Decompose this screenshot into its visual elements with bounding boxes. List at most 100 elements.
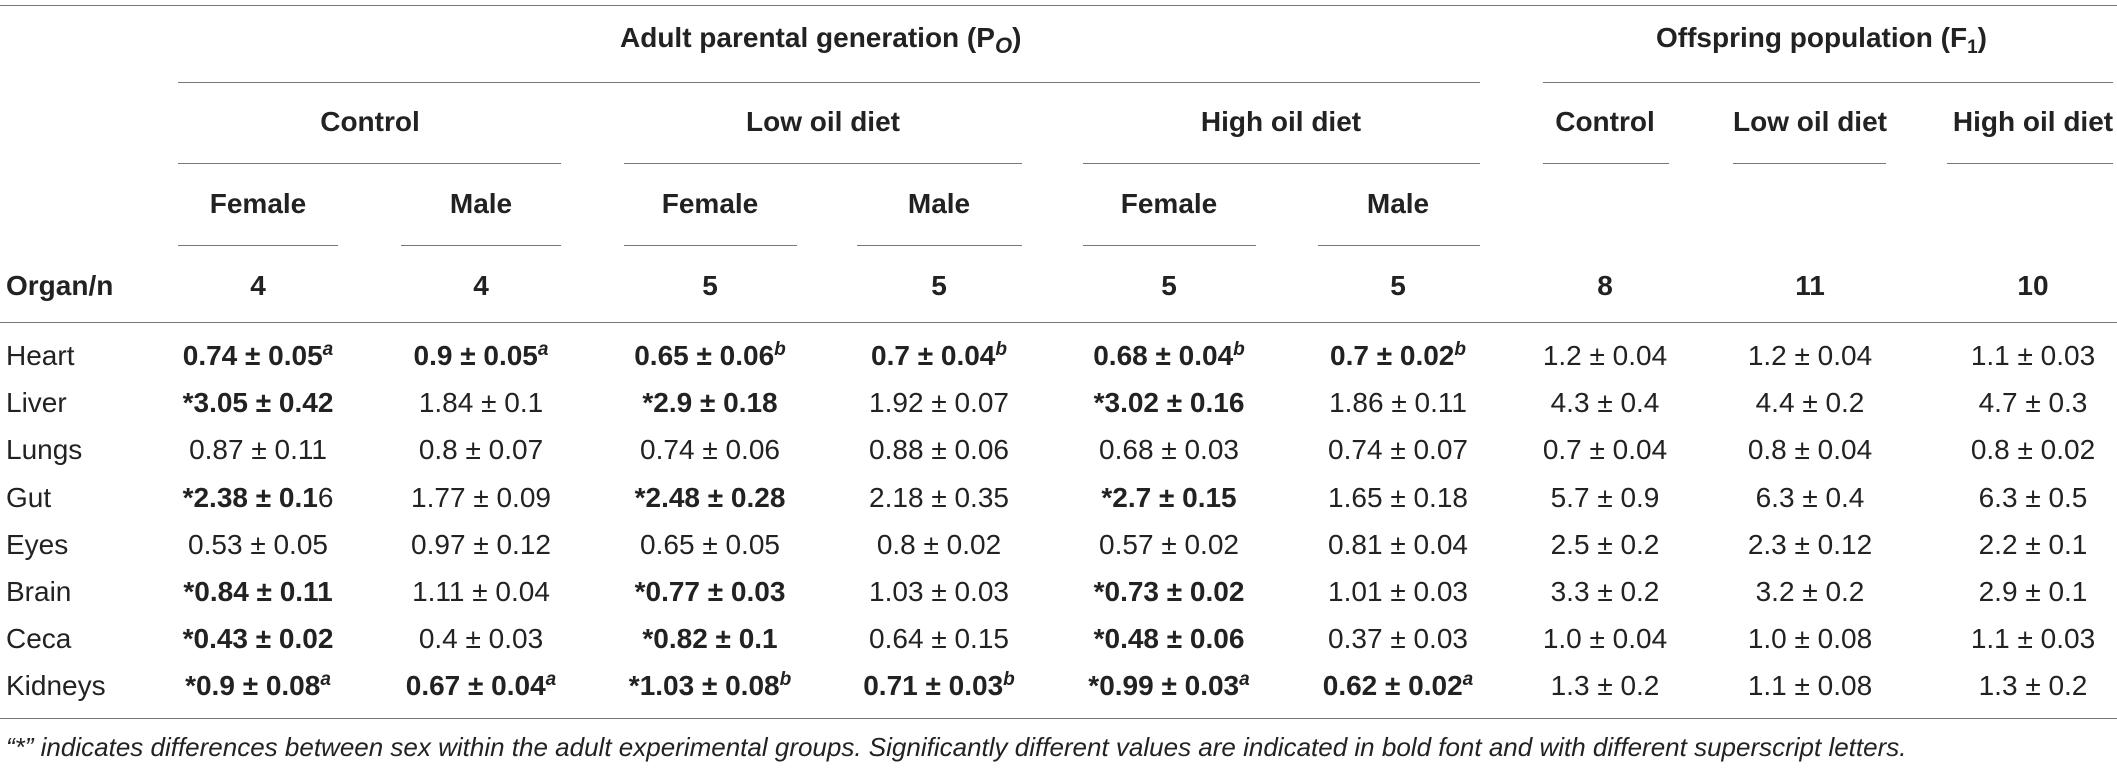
mean-sd: 2.5 ± 0.2 xyxy=(1550,529,1660,560)
cell-value: 0.68 ± 0.04 xyxy=(1093,340,1233,371)
mean-sd: 0.65 ± 0.05 xyxy=(640,529,780,560)
table-cell: 0.74 ± 0.07 xyxy=(1328,434,1468,466)
mean-sd: 0.73 ± 0.02 xyxy=(1104,576,1245,607)
table-cell: 0.81 ± 0.04 xyxy=(1328,529,1468,561)
cell-value: 0.88 ± 0.06 xyxy=(869,434,1009,465)
n-value: 8 xyxy=(1597,270,1613,301)
cell-value: 1.3 ± 0.2 xyxy=(1551,670,1660,701)
table-cell: 1.65 ± 0.18 xyxy=(1328,482,1468,514)
adult-group-prefix: Adult parental generation (P xyxy=(620,22,995,53)
mean-sd: 0.99 ± 0.03 xyxy=(1099,670,1240,701)
sex-header-4: Male xyxy=(907,188,971,219)
table-cell: *2.38 ± 0.16 xyxy=(183,482,334,514)
cell-value: 0.57 ± 0.02 xyxy=(1099,529,1239,560)
sex-header-1: Female xyxy=(209,188,307,219)
mean-sd: 0.43 ± 0.02 xyxy=(193,623,334,654)
table-cell: *0.48 ± 0.06 xyxy=(1094,623,1245,655)
cell-value: 2.5 ± 0.2 xyxy=(1551,529,1660,560)
offspring-group-header: Offspring population (F1) xyxy=(1656,22,1987,58)
offspring-group-sub: 1 xyxy=(1967,37,1978,58)
n-value: 5 xyxy=(931,270,947,301)
sex-header-5: Female xyxy=(1120,188,1218,219)
cell-value: 0.74 ± 0.07 xyxy=(1328,434,1468,465)
off-treatment-high-oil: High oil diet xyxy=(1952,106,2114,137)
cell-value: 2.9 ± 0.1 xyxy=(1979,576,2088,607)
sex-header-6: Male xyxy=(1366,188,1430,219)
cell-value: 0.7 ± 0.04 xyxy=(871,340,995,371)
mean-sd: 0.64 ± 0.15 xyxy=(869,623,1009,654)
table-cell: 0.68 ± 0.04b xyxy=(1093,339,1245,372)
mean-sd: 4.3 ± 0.4 xyxy=(1550,387,1660,418)
n-value: 4 xyxy=(250,270,266,301)
table-cell: 1.03 ± 0.03 xyxy=(869,576,1009,608)
table-cell: 0.8 ± 0.02 xyxy=(877,529,1001,561)
cell-value: 0.65 ± 0.06 xyxy=(634,340,774,371)
table-cell: *0.77 ± 0.03 xyxy=(635,576,786,608)
table-cell: *0.99 ± 0.03a xyxy=(1088,669,1249,702)
sex-rule-3 xyxy=(624,245,797,246)
adult-group-header: Adult parental generation (PO) xyxy=(620,22,1021,58)
mean-sd: 0.81 ± 0.04 xyxy=(1328,529,1468,560)
table-cell: 0.74 ± 0.05a xyxy=(183,339,334,372)
table-cell: *3.05 ± 0.42 xyxy=(183,387,334,419)
sex-rule-6 xyxy=(1318,245,1480,246)
sex-difference-marker: * xyxy=(634,576,646,607)
sex-rule-1 xyxy=(178,245,338,246)
mean-sd: 1.2 ± 0.04 xyxy=(1542,340,1668,371)
mean-sd: 2.7 ± 0.15 xyxy=(1112,482,1237,513)
cell-value: 0.9 ± 0.05 xyxy=(414,340,538,371)
superscript-letter: a xyxy=(322,339,334,360)
mean-sd: 3.3 ± 0.2 xyxy=(1550,576,1660,607)
non-bold-digit: 6 xyxy=(317,482,334,513)
cell-value: *3.05 ± 0.42 xyxy=(183,387,334,418)
table-cell: 1.1 ± 0.03 xyxy=(1971,340,2095,372)
mean-sd: 2.38 ± 0.1 xyxy=(193,482,318,513)
sex-difference-marker: * xyxy=(628,670,640,701)
cell-value: 1.0 ± 0.04 xyxy=(1543,623,1667,654)
table-cell: 6.3 ± 0.5 xyxy=(1979,482,2088,514)
table-cell: 1.0 ± 0.04 xyxy=(1543,623,1667,655)
cell-value: 1.3 ± 0.2 xyxy=(1979,670,2088,701)
cell-value: 1.86 ± 0.11 xyxy=(1329,387,1467,418)
cell-value: *1.03 ± 0.08 xyxy=(629,670,780,701)
sex-difference-marker: * xyxy=(182,482,194,513)
mean-sd: 0.8 ± 0.04 xyxy=(1747,434,1873,465)
row-label: Kidneys xyxy=(6,670,106,701)
offspring-group-prefix: Offspring population (F xyxy=(1656,22,1968,53)
mean-sd: 0.65 ± 0.06 xyxy=(634,340,775,371)
table-cell: 0.8 ± 0.04 xyxy=(1748,434,1872,466)
mean-sd: 6.3 ± 0.5 xyxy=(1978,482,2088,513)
cell-value: *0.9 ± 0.08 xyxy=(185,670,320,701)
row-label: Heart xyxy=(6,340,75,371)
adult-group-rule xyxy=(178,82,1480,83)
cell-value: 2.3 ± 0.12 xyxy=(1748,529,1872,560)
sex-difference-marker: * xyxy=(1093,623,1105,654)
offspring-group-rule xyxy=(1543,82,2113,83)
row-label: Eyes xyxy=(6,529,69,560)
row-label: Gut xyxy=(6,482,52,513)
table-cell: 0.37 ± 0.03 xyxy=(1328,623,1468,655)
superscript-letter: b xyxy=(1233,339,1245,360)
cell-value: *0.82 ± 0.1 xyxy=(642,623,777,654)
mean-sd: 0.77 ± 0.03 xyxy=(645,576,786,607)
n-value: 10 xyxy=(2017,270,2049,301)
table-cell: 0.67 ± 0.04a xyxy=(406,669,557,702)
table-cell: 3.2 ± 0.2 xyxy=(1756,576,1865,608)
table-cell: 1.0 ± 0.08 xyxy=(1748,623,1872,655)
mean-sd: 1.84 ± 0.1 xyxy=(418,387,544,418)
sex-rule-4 xyxy=(857,245,1022,246)
mean-sd: 0.7 ± 0.04 xyxy=(871,340,996,371)
header-bottom-rule xyxy=(0,322,2117,323)
sex-difference-marker: * xyxy=(1093,576,1105,607)
top-rule xyxy=(0,5,2117,6)
table-cell: 4.7 ± 0.3 xyxy=(1979,387,2088,419)
mean-sd: 1.11 ± 0.04 xyxy=(412,576,550,607)
cell-value: 0.8 ± 0.07 xyxy=(419,434,543,465)
cell-value: 1.01 ± 0.03 xyxy=(1328,576,1468,607)
table-cell: 1.77 ± 0.09 xyxy=(411,482,551,514)
sex-difference-marker: * xyxy=(182,387,194,418)
mean-sd: 0.88 ± 0.06 xyxy=(869,434,1009,465)
table-cell: 2.5 ± 0.2 xyxy=(1551,529,1660,561)
mean-sd: 3.05 ± 0.42 xyxy=(193,387,334,418)
cell-value: 1.1 ± 0.03 xyxy=(1971,340,2095,371)
